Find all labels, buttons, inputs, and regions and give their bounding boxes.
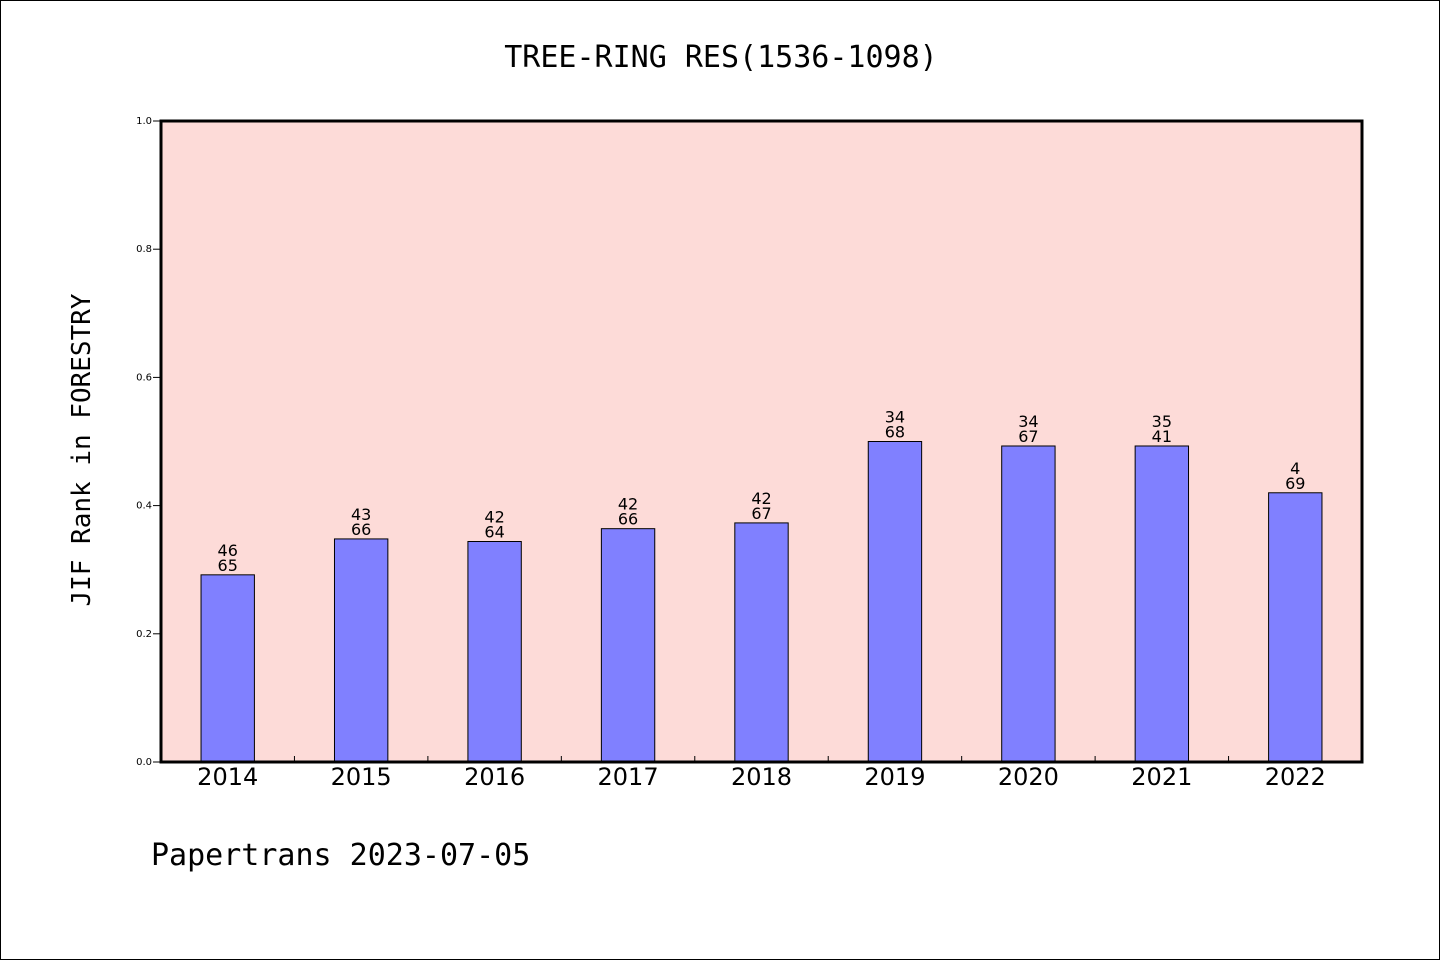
bar bbox=[867, 441, 923, 763]
bar-rank-label: 42 bbox=[618, 495, 638, 514]
x-tick-label: 2014 bbox=[197, 763, 258, 791]
y-tick-label: 0.0 bbox=[136, 757, 152, 768]
bar-rank-label: 42 bbox=[484, 508, 504, 527]
bar bbox=[1001, 445, 1056, 763]
y-tick-label: 0.2 bbox=[136, 629, 152, 640]
bar-total-label: 69 bbox=[1285, 474, 1305, 493]
bar-rank-label: 35 bbox=[1152, 412, 1172, 431]
bar-total-label: 67 bbox=[751, 504, 771, 523]
bar-total-label: 68 bbox=[885, 423, 905, 442]
y-tick-label: 1.0 bbox=[136, 116, 152, 127]
bar bbox=[467, 541, 522, 763]
bar-total-label: 64 bbox=[484, 523, 504, 542]
bar bbox=[600, 528, 656, 763]
bar-total-label: 65 bbox=[218, 556, 238, 575]
bar-total-label: 67 bbox=[1018, 427, 1038, 446]
x-tick-label: 2021 bbox=[1131, 763, 1192, 791]
x-tick-label: 2020 bbox=[998, 763, 1059, 791]
bars bbox=[200, 441, 1323, 763]
x-tick-label: 2018 bbox=[731, 763, 792, 791]
bar bbox=[200, 574, 255, 763]
bar-rank-label: 34 bbox=[1018, 412, 1038, 431]
bar bbox=[333, 538, 389, 763]
chart-title: TREE-RING RES(1536-1098) bbox=[504, 40, 937, 75]
y-axis-label: JIF Rank in FORESTRY bbox=[67, 293, 97, 606]
x-tick-label: 2019 bbox=[864, 763, 925, 791]
y-tick-label: 0.6 bbox=[136, 372, 152, 383]
footer-date-text: Papertrans 2023-07-05 bbox=[151, 838, 530, 873]
bar bbox=[1134, 445, 1190, 763]
bar-total-label: 66 bbox=[351, 520, 371, 539]
x-tick-label: 2015 bbox=[331, 763, 392, 791]
x-tick-label: 2022 bbox=[1265, 763, 1326, 791]
y-tick-label: 0.4 bbox=[136, 501, 152, 512]
bar-rank-label: 42 bbox=[751, 489, 771, 508]
bar bbox=[1268, 492, 1323, 763]
bar-rank-label: 4 bbox=[1290, 459, 1300, 478]
plot-frame bbox=[159, 119, 1364, 764]
x-tick-label: 2016 bbox=[464, 763, 525, 791]
x-axis-ticks: 2014 2015 2016 2017 2018 2019 2020 2021 2022 bbox=[197, 756, 1326, 791]
bar-total-label: 66 bbox=[618, 510, 638, 529]
bar-total-label: 41 bbox=[1152, 427, 1172, 446]
y-tick-label: 0.8 bbox=[136, 244, 152, 255]
y-axis-ticks: 0.0 0.2 0.4 0.6 0.8 1.0 bbox=[136, 116, 161, 768]
bar bbox=[734, 522, 789, 763]
bar-rank-label: 43 bbox=[351, 505, 371, 524]
bar-rank-label: 34 bbox=[885, 408, 905, 427]
bar-rank-label: 46 bbox=[218, 541, 238, 560]
x-tick-label: 2017 bbox=[598, 763, 659, 791]
